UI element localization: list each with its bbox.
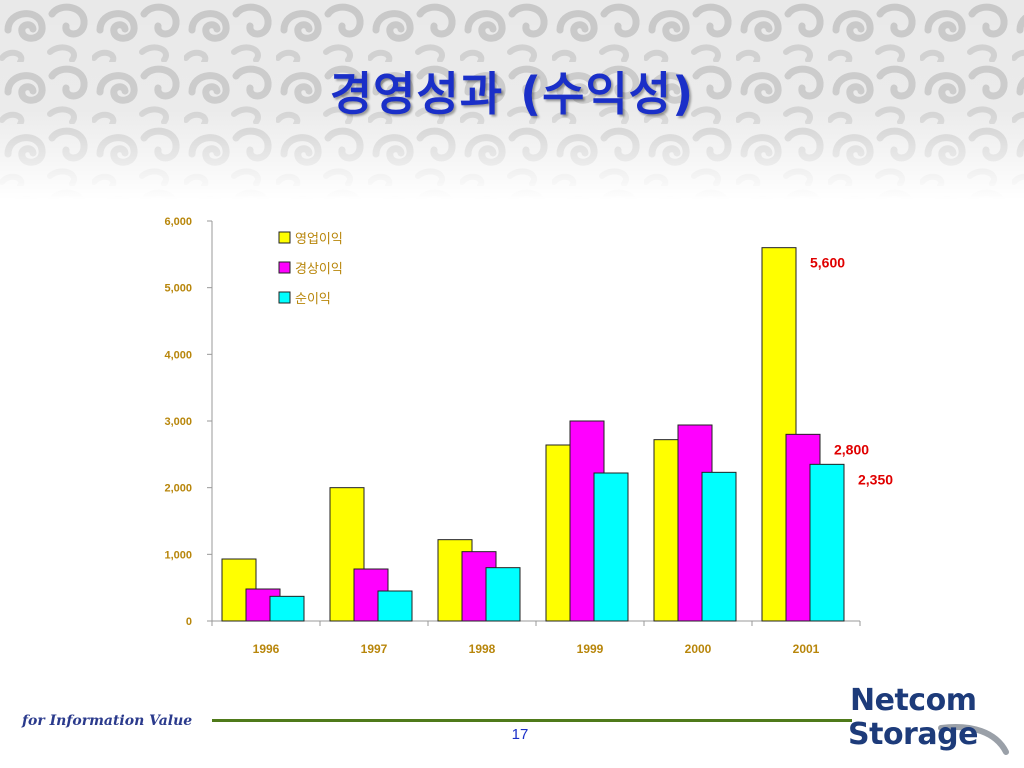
legend-swatch [278, 291, 291, 304]
data-label: 5,600 [810, 255, 845, 271]
logo-swoosh-icon [938, 724, 1009, 755]
bar [701, 471, 737, 622]
data-label: 2,800 [834, 441, 869, 457]
x-tick-label: 2000 [685, 642, 712, 656]
x-tick-label: 1998 [469, 642, 496, 656]
y-tick-label: 4,000 [164, 349, 192, 361]
slide-title: 경영성과 (수익성) [329, 67, 695, 121]
legend-swatch [278, 231, 291, 244]
logo-line-1: Netcom [850, 683, 977, 718]
legend-label: 순이익 [295, 292, 331, 307]
y-tick-label: 2,000 [164, 483, 192, 495]
legend-label: 경상이익 [295, 262, 343, 277]
data-label: 2,350 [858, 471, 893, 487]
bar [485, 567, 521, 622]
x-tick-label: 1997 [361, 642, 388, 656]
y-tick-label: 5,000 [164, 283, 192, 295]
legend-swatch [278, 261, 291, 274]
y-tick-label: 6,000 [164, 216, 192, 228]
footer-divider [212, 719, 852, 722]
legend-label: 영업이익 [295, 232, 343, 247]
bar [593, 472, 629, 622]
x-tick-label: 1996 [253, 642, 280, 656]
y-tick-label: 0 [186, 616, 192, 628]
bar [269, 595, 305, 622]
x-tick-label: 1999 [577, 642, 604, 656]
company-logo: Netcom Storage [846, 684, 1016, 764]
footer-tagline: for Information Value [22, 713, 193, 729]
logo-line-2: Storage [848, 717, 978, 752]
bar [377, 590, 413, 622]
page-number: 17 [511, 726, 529, 743]
y-tick-label: 3,000 [164, 416, 192, 428]
y-tick-label: 1,000 [164, 549, 192, 561]
x-tick-label: 2001 [793, 642, 820, 656]
bar [809, 463, 845, 622]
background-pattern [0, 0, 1024, 200]
